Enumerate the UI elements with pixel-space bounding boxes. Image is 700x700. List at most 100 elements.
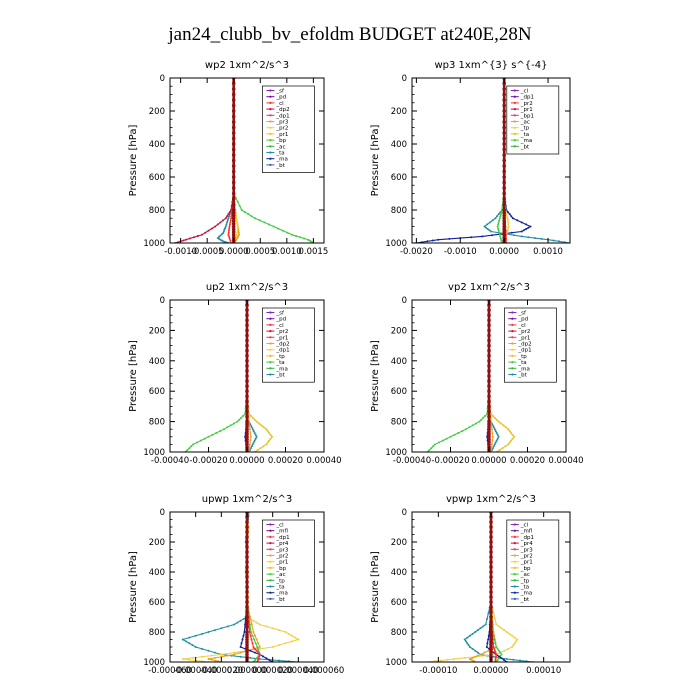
series-point-_dp1 [471, 424, 474, 427]
series-point-_tp [236, 621, 239, 624]
legend-entry: _dp2 [517, 342, 531, 348]
legend-entry: _dp2 [275, 342, 289, 348]
series-point-_dp2 [229, 239, 232, 242]
y-axis-label: Pressure [hPa] [370, 125, 381, 197]
legend-entry: _pr2 [275, 126, 288, 132]
y-tick-label: 600 [149, 387, 165, 397]
legend-entry: _tp [275, 578, 285, 584]
series-point-_cl [487, 429, 491, 434]
series-point-_cl [489, 525, 493, 529]
series-point-_dp1 [203, 437, 206, 440]
series-point-_cl [245, 625, 249, 629]
y-axis-label: Pressure [hPa] [370, 340, 381, 412]
series-point-_cl [489, 620, 493, 624]
series-point-_dp2 [228, 237, 231, 240]
series-point-_pr1 [260, 424, 263, 427]
y-tick-label: 0 [160, 508, 165, 518]
legend-marker [511, 336, 514, 339]
series-point-_bp [250, 215, 253, 218]
series-point-_cl [245, 645, 249, 649]
series-point-_cl [245, 389, 249, 394]
series-point-_dp1 [486, 413, 489, 415]
series-point-_cl [487, 313, 491, 318]
series-point-_ta [492, 651, 495, 654]
legend-entry: _cl [520, 523, 529, 529]
series-point-_bp [496, 659, 499, 662]
series-point-_cl [487, 394, 491, 399]
series-point-_pr2 [440, 659, 442, 662]
series-point-_cl [487, 437, 491, 442]
series-point-_cl [502, 164, 507, 168]
series-point-_pr2 [294, 636, 297, 639]
x-tick-label: -0.0010 [164, 247, 197, 257]
series-point-_bp [291, 233, 294, 236]
series-point-_bp1 [498, 219, 501, 222]
legend-marker [269, 548, 272, 551]
series-point-_cl [487, 323, 491, 328]
series-point-_tp [492, 655, 495, 658]
series-point-_tp [466, 642, 469, 645]
y-axis-label: Pressure [hPa] [370, 551, 381, 623]
legend-entry: _dp2 [275, 107, 289, 113]
series-point-_cl [231, 230, 236, 234]
legend-entry: _ac [520, 120, 530, 126]
series-point-_pr2 [290, 634, 293, 637]
series-point-_dp1 [222, 219, 225, 222]
series-point-_dp1 [258, 655, 261, 658]
series-point-_cl [487, 343, 491, 348]
series-point-_pr2 [503, 649, 506, 652]
series-point-_cl [245, 570, 249, 574]
series-point-_cl [231, 191, 236, 196]
series-point-_cl [489, 652, 493, 657]
series-point-_ta [222, 230, 225, 233]
series-point-_pr1 [271, 435, 273, 438]
series-point-_dp1 [464, 428, 467, 431]
series-point-_cl [487, 369, 491, 373]
x-tick-label: 0.00020 [268, 456, 303, 466]
series-point-_tp [486, 228, 489, 230]
series-point-_tp [226, 625, 229, 628]
x-tick-label: -0.00040 [151, 456, 189, 466]
series-point-_pr2 [493, 617, 496, 620]
series-point-_pr2 [463, 656, 466, 659]
x-tick-label: -0.000020 [200, 666, 244, 676]
series-point-_cl [502, 211, 507, 215]
y-axis-label: Pressure [hPa] [128, 551, 139, 623]
series-point-_tp [463, 638, 466, 641]
series-point-_tp [471, 647, 474, 650]
series-point-_cl [231, 120, 236, 124]
series-point-_dp1 [242, 414, 245, 417]
series-point-_bp1 [499, 235, 502, 238]
series-point-_dp2 [228, 227, 231, 230]
series-point-_cl [489, 645, 493, 649]
legend-marker [511, 342, 514, 345]
legend-marker [269, 342, 272, 345]
series-point-_pr1 [507, 443, 510, 446]
legend-marker [269, 585, 272, 588]
series-point-_dp1 [207, 229, 210, 232]
series-point-_dp1 [492, 642, 495, 645]
legend-marker [511, 373, 514, 376]
series-point-_pr2 [513, 642, 516, 645]
series-group [415, 78, 570, 243]
legend-marker [513, 548, 516, 551]
series-point-_pr2 [511, 646, 514, 648]
series-point-_cl [502, 136, 507, 141]
x-tick-label: 0.00020 [510, 456, 545, 466]
series-point-_dp1 [204, 231, 207, 234]
series-point-_ta [491, 234, 494, 237]
series-point-_pr1 [213, 659, 216, 662]
y-axis-label: Pressure [hPa] [128, 340, 139, 412]
series-point-_cl [487, 432, 491, 437]
series-point-_dp1 [475, 422, 477, 425]
series-point-_ta [219, 234, 222, 237]
series-point-_cl [245, 545, 249, 549]
legend-marker [269, 354, 272, 357]
series-point-_cl [245, 555, 249, 559]
series-point-_cl [502, 175, 507, 179]
series-point-_pr1 [262, 426, 265, 429]
series-point-_ta [265, 657, 268, 660]
series-point-_pr2 [490, 447, 493, 450]
series-point-_pr2 [508, 632, 511, 635]
y-tick-label: 400 [391, 357, 407, 367]
